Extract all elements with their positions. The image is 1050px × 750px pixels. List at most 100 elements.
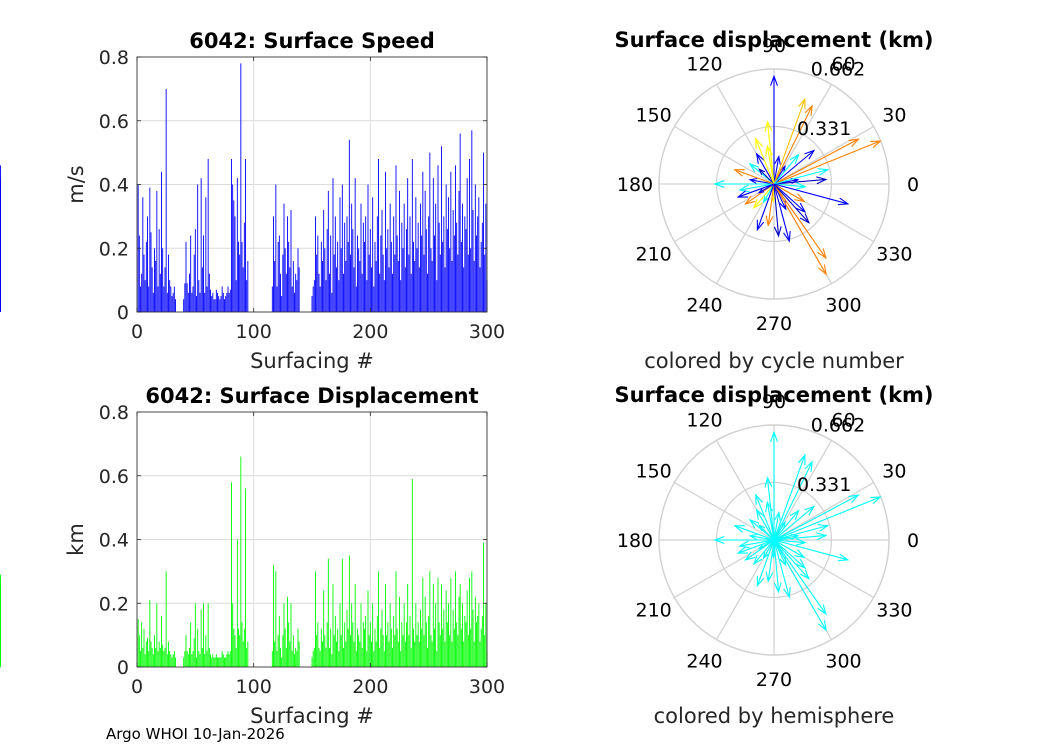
data-bar (191, 654, 193, 667)
polar-angle-label: 90 (762, 391, 786, 413)
data-bar (435, 603, 437, 667)
displacement-arrow-head (773, 226, 782, 238)
data-bar (224, 657, 225, 667)
data-bar (438, 622, 440, 667)
data-bar (240, 63, 242, 312)
data-bar (229, 651, 231, 667)
data-bar (402, 248, 404, 312)
y-tick-label: 0.8 (99, 402, 129, 424)
displacement-arrow-head (774, 511, 781, 521)
displacement-arrow (739, 183, 775, 191)
displacement-arrow-head (795, 182, 807, 190)
data-bar (207, 603, 209, 667)
data-bar (410, 647, 412, 667)
data-bar (477, 216, 479, 312)
data-bar (246, 280, 248, 312)
data-bar (480, 241, 482, 312)
y-tick-label: 0.6 (99, 111, 129, 133)
data-bar (173, 651, 175, 667)
displacement-arrow (767, 183, 775, 226)
displacement-arrow (773, 183, 810, 224)
data-bar (227, 651, 229, 667)
data-bar (424, 190, 426, 312)
data-bar (362, 622, 364, 667)
data-bar (198, 651, 200, 667)
data-bar (348, 555, 350, 667)
data-bar (225, 657, 227, 667)
displacement-arrow-head (738, 540, 750, 549)
data-bar (334, 216, 336, 312)
data-bar (0, 184, 1, 312)
data-bar (368, 254, 370, 312)
displacement-arrow (773, 534, 826, 541)
data-bar (394, 254, 396, 312)
data-bar (159, 273, 161, 312)
data-bar (147, 638, 148, 667)
data-bar (325, 280, 327, 312)
data-bar (317, 235, 319, 312)
data-bar (465, 229, 467, 312)
data-bar (393, 216, 395, 312)
y-axis-label: km (64, 523, 88, 556)
displacement-arrow (773, 494, 859, 541)
data-bar (155, 647, 157, 667)
displacement-arrow-head (818, 264, 827, 276)
data-bar (290, 603, 292, 667)
displacement-arrow (749, 535, 775, 541)
data-bar (313, 647, 315, 667)
data-bar (448, 603, 449, 667)
displacement-arrow (766, 146, 775, 185)
data-bar (471, 571, 473, 667)
data-bar (315, 216, 316, 312)
data-bar (456, 222, 458, 312)
data-bar (313, 280, 315, 312)
data-bar (212, 654, 214, 667)
y-tick-label: 0.4 (99, 175, 129, 197)
data-bar (220, 657, 222, 667)
data-bar (358, 635, 360, 667)
data-bar (458, 596, 460, 667)
data-bar (145, 641, 147, 667)
displacement-arrow-head (752, 198, 763, 210)
data-bar (396, 628, 398, 667)
data-bar (481, 616, 483, 667)
data-bar (287, 216, 288, 312)
data-bar (402, 635, 404, 667)
displacement-arrow-head (773, 582, 782, 594)
data-bar (354, 584, 356, 667)
data-bar (312, 286, 314, 312)
data-bar (238, 628, 239, 667)
displacement-arrow (753, 183, 775, 209)
displacement-arrow-head (755, 137, 763, 149)
data-bar (164, 267, 166, 312)
data-bar (390, 241, 392, 312)
data-bar (213, 299, 215, 312)
data-bar (318, 273, 320, 312)
displacement-arrow-head (794, 549, 806, 559)
data-bar (221, 286, 223, 312)
data-bar (443, 609, 445, 667)
data-bar (241, 622, 243, 667)
data-bar (206, 286, 208, 312)
displacement-arrow (763, 539, 775, 559)
x-tick-label: 0 (131, 676, 143, 698)
data-bar (337, 241, 339, 312)
data-bar (457, 635, 459, 667)
data-bar (392, 647, 393, 667)
data-bar (378, 571, 379, 667)
data-bar (150, 232, 152, 312)
data-bar (193, 254, 195, 312)
data-bar (292, 261, 294, 312)
data-bar (276, 286, 278, 312)
data-bar (367, 590, 369, 667)
footer-credit: Argo WHOI 10-Jan-2026 (106, 725, 285, 743)
data-bar (228, 654, 230, 667)
data-bar (298, 641, 300, 667)
data-bar (212, 292, 214, 312)
displacement-arrow (734, 525, 775, 541)
data-bar (243, 222, 245, 312)
data-bar (381, 210, 383, 312)
data-bar (218, 657, 220, 667)
data-bar (442, 241, 444, 312)
data-bar (480, 628, 482, 667)
